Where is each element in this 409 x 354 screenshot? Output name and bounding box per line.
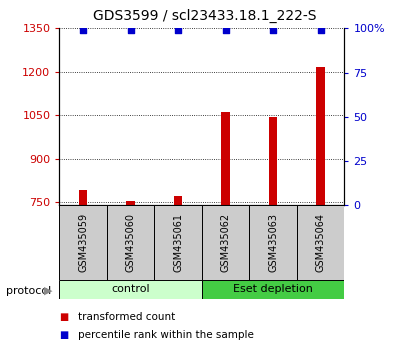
Text: transformed count: transformed count bbox=[78, 312, 175, 322]
Bar bbox=[268, 117, 277, 205]
Bar bbox=[201, 205, 249, 280]
Point bbox=[222, 27, 228, 33]
Point bbox=[317, 27, 323, 33]
Point bbox=[175, 27, 181, 33]
Text: percentile rank within the sample: percentile rank within the sample bbox=[78, 330, 253, 339]
Bar bbox=[296, 205, 344, 280]
Text: ▶: ▶ bbox=[44, 286, 52, 296]
Text: GSM435063: GSM435063 bbox=[267, 213, 277, 272]
Text: GSM435060: GSM435060 bbox=[126, 213, 135, 272]
Text: ■: ■ bbox=[59, 312, 69, 322]
Bar bbox=[201, 280, 344, 299]
Point bbox=[80, 27, 86, 33]
Text: control: control bbox=[111, 284, 150, 295]
Bar bbox=[173, 196, 182, 205]
Text: Eset depletion: Eset depletion bbox=[233, 284, 312, 295]
Bar bbox=[249, 205, 296, 280]
Text: GSM435061: GSM435061 bbox=[173, 213, 183, 272]
Point bbox=[269, 27, 276, 33]
Bar bbox=[59, 205, 107, 280]
Bar bbox=[79, 190, 87, 205]
Text: GSM435064: GSM435064 bbox=[315, 213, 325, 272]
Text: GSM435062: GSM435062 bbox=[220, 213, 230, 272]
Bar bbox=[107, 205, 154, 280]
Bar bbox=[126, 201, 135, 205]
Text: GDS3599 / scl23433.18.1_222-S: GDS3599 / scl23433.18.1_222-S bbox=[93, 9, 316, 23]
Bar bbox=[316, 67, 324, 205]
Bar bbox=[59, 280, 201, 299]
Point bbox=[127, 27, 134, 33]
Text: protocol: protocol bbox=[6, 286, 51, 296]
Bar bbox=[221, 112, 229, 205]
Text: GSM435059: GSM435059 bbox=[78, 213, 88, 272]
Bar bbox=[154, 205, 201, 280]
Text: ■: ■ bbox=[59, 330, 69, 339]
